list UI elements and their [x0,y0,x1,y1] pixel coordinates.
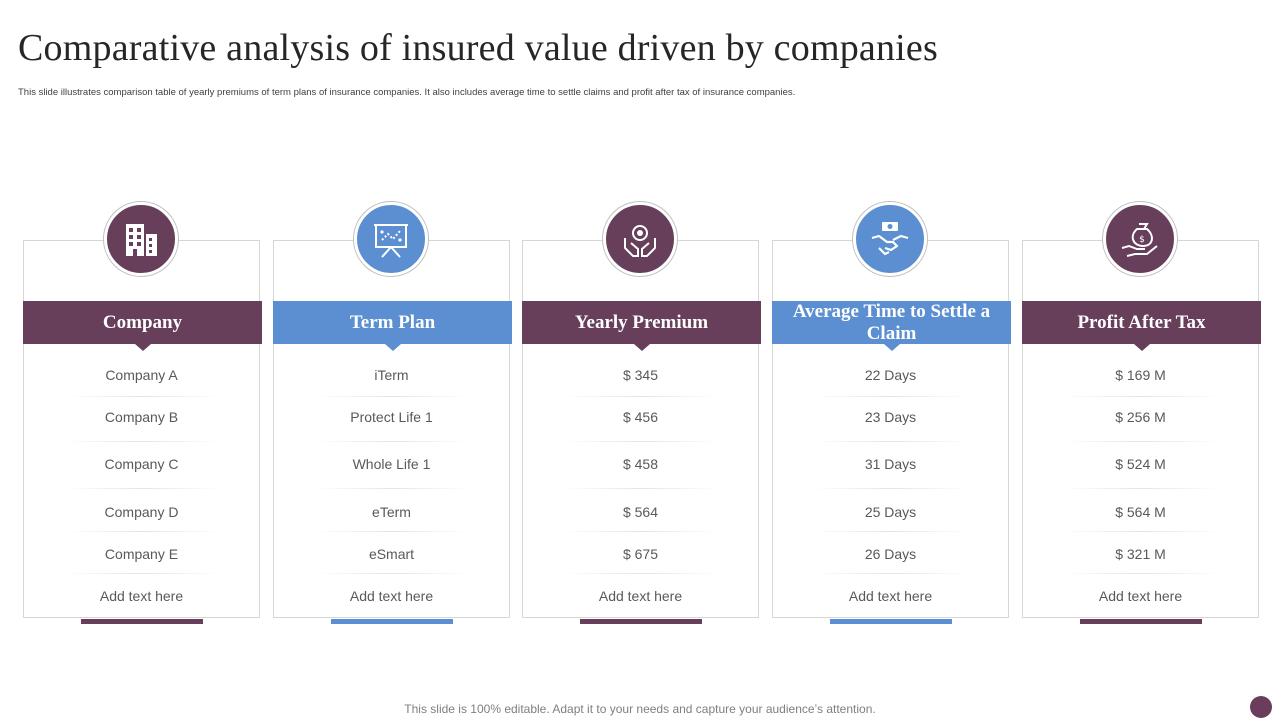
column-card: Term Plan iTerm Protect Life 1 Whole Life 1… [273,240,512,624]
row-divider [314,441,471,442]
row-divider [813,488,970,489]
row-divider [314,573,471,574]
table-cell: $ 675 [622,546,659,562]
table-cell: $ 564 [622,504,659,520]
table-cell: $ 169 M [1115,367,1166,383]
corner-dot [1250,696,1272,718]
table-cell: Add text here [1098,588,1183,604]
card-accent-bar [830,619,952,624]
table-cell: iTerm [374,367,409,383]
column-header-label: Yearly Premium [574,311,709,333]
row-divider [1063,396,1220,397]
column-header: Company [23,301,262,351]
row-divider [813,396,970,397]
column-header: Average Time to Settle a Claim [772,300,1011,351]
row-divider [563,531,720,532]
table-cell: Company B [104,409,179,425]
row-divider [813,573,970,574]
row-divider [563,573,720,574]
table-cell: Company E [104,546,179,562]
building-icon [104,202,178,276]
column-header: Term Plan [273,301,512,351]
card-accent-bar [580,619,702,624]
table-cell: eSmart [368,546,415,562]
row-divider [1063,573,1220,574]
table-cell: $ 458 [622,456,659,472]
table-cell: Whole Life 1 [352,456,431,472]
table-cell: $ 564 M [1115,504,1166,520]
column-card: Profit After Tax $ 169 M $ 256 M $ 524 M $ 5… [1022,240,1261,624]
row-divider [64,573,221,574]
row-divider [314,531,471,532]
card-accent-bar [1080,619,1202,624]
svg-text:$: $ [1139,235,1145,245]
table-cell: $ 524 M [1115,456,1166,472]
row-divider [314,488,471,489]
row-divider [64,396,221,397]
table-cell: $ 456 [622,409,659,425]
row-divider [813,531,970,532]
column-header-label: Profit After Tax [1077,311,1206,333]
row-divider [1063,441,1220,442]
column-header-label: Company [102,311,183,333]
table-cell: Company C [104,456,179,472]
card-accent-bar [81,619,203,624]
page-subtitle: This slide illustrates comparison table … [18,87,796,98]
row-divider [563,396,720,397]
table-cell: 25 Days [864,504,917,520]
table-cell: $ 321 M [1115,546,1166,562]
table-cell: 31 Days [864,456,917,472]
row-divider [64,488,221,489]
column-header-label: Term Plan [349,311,436,333]
table-cell: $ 256 M [1115,409,1166,425]
row-divider [563,488,720,489]
column-header-label: Average Time to Settle a Claim [792,300,991,344]
page-title: Comparative analysis of insured value dr… [18,27,938,69]
row-divider [1063,531,1220,532]
table-cell: 26 Days [864,546,917,562]
presentation-board-icon [354,202,428,276]
row-divider [1063,488,1220,489]
footer-note: This slide is 100% editable. Adapt it to… [404,702,876,716]
row-divider [314,396,471,397]
column-card: Company Company A Company B Company C Compan… [23,240,262,624]
table-cell: 23 Days [864,409,917,425]
table-cell: Add text here [598,588,683,604]
row-divider [64,441,221,442]
table-cell: Company D [104,504,179,520]
table-cell: Add text here [848,588,933,604]
handshake-money-icon [853,202,927,276]
row-divider [64,531,221,532]
table-cell: Protect Life 1 [350,409,433,425]
row-divider [813,441,970,442]
table-cell: Add text here [99,588,184,604]
table-cell: eTerm [372,504,411,520]
column-header: Profit After Tax [1022,301,1261,351]
row-divider [563,441,720,442]
money-bag-hand-icon: $ [1103,202,1177,276]
column-card: Average Time to Settle a Claim 22 Days 23 … [772,240,1011,624]
table-cell: $ 345 [622,367,659,383]
card-accent-bar [331,619,453,624]
table-cell: Company A [105,367,178,383]
table-cell: Add text here [349,588,434,604]
column-header: Yearly Premium [522,301,761,351]
table-cell: 22 Days [864,367,917,383]
column-card: Yearly Premium $ 345 $ 456 $ 458 $ 564 $ 675 A… [522,240,761,624]
hands-badge-icon [603,202,677,276]
